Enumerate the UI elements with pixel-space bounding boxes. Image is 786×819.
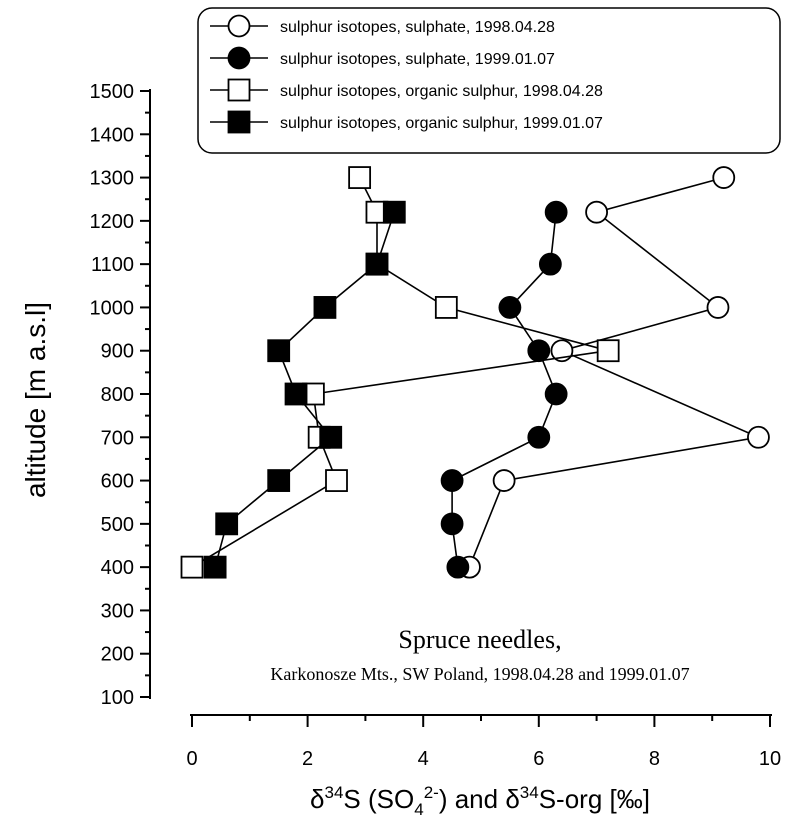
data-point: [180, 555, 204, 579]
legend-item: sulphur isotopes, organic sulphur, 1999.…: [210, 110, 603, 134]
data-point: [747, 425, 770, 449]
data-point: [440, 512, 464, 536]
y-tick-label: 800: [101, 384, 134, 406]
x-title-sub-1: 4: [414, 800, 423, 819]
x-tick-label: 2: [302, 748, 313, 770]
y-tick-label: 1200: [90, 211, 135, 233]
data-point: [544, 382, 568, 406]
data-point: [527, 425, 551, 449]
data-point: [203, 555, 227, 579]
data-point: [527, 339, 551, 363]
x-tick-label: 10: [759, 748, 781, 770]
legend-marker: [227, 14, 251, 38]
data-point: [585, 200, 608, 224]
y-tick-label: 700: [101, 427, 134, 449]
legend-item: sulphur isotopes, organic sulphur, 1998.…: [210, 78, 603, 102]
legend-label: sulphur isotopes, sulphate, 1999.01.07: [280, 51, 555, 68]
legend-item: sulphur isotopes, sulphate, 1999.01.07: [210, 46, 555, 70]
legend-label: sulphur isotopes, organic sulphur, 1998.…: [280, 83, 603, 100]
y-tick-label: 100: [101, 687, 134, 709]
data-point: [706, 296, 730, 319]
y-tick-label: 1000: [90, 297, 135, 319]
x-tick-label: 4: [418, 748, 429, 770]
y-tick-label: 300: [101, 600, 134, 622]
data-point: [284, 382, 308, 406]
series-layer: [180, 166, 770, 579]
x-tick-label: 0: [186, 748, 197, 770]
data-point: [498, 296, 522, 319]
y-tick-label: 1500: [90, 81, 135, 103]
x-title-sup-1: 34: [325, 783, 344, 802]
y-tick-label: 1400: [90, 124, 135, 146]
y-tick-label: 600: [101, 471, 134, 493]
data-point: [365, 252, 389, 276]
x-axis-title: δ34S (SO42-) and δ34S-org [‰]: [310, 783, 650, 819]
series-3: [180, 166, 620, 579]
data-point: [382, 200, 406, 224]
y-tick-label: 400: [101, 557, 134, 579]
y-tick-label: 500: [101, 514, 134, 536]
axes: 1002003004005006007008009001000110012001…: [90, 81, 782, 770]
data-point: [319, 425, 343, 449]
x-title-text-1: S (SO: [343, 784, 414, 814]
data-point: [446, 555, 470, 579]
y-tick-label: 1100: [91, 254, 134, 276]
x-title-sup-2: 2-: [424, 783, 439, 802]
annotation: Spruce needles, Karkonosze Mts., SW Pola…: [270, 625, 689, 684]
legend-marker: [227, 46, 251, 70]
x-tick-label: 6: [533, 748, 544, 770]
x-title-text-3: S-org [‰]: [539, 784, 650, 814]
legend-marker: [227, 78, 251, 102]
annotation-subtitle: Karkonosze Mts., SW Poland, 1998.04.28 a…: [270, 664, 689, 684]
series-line: [191, 177, 609, 568]
x-tick-label: 8: [649, 748, 660, 770]
x-title-delta-1: δ: [310, 784, 324, 814]
legend-frame: [197, 7, 781, 154]
data-point: [492, 469, 516, 492]
y-tick-label: 1300: [90, 168, 135, 190]
y-tick-label: 900: [101, 341, 134, 363]
data-point: [313, 296, 337, 319]
data-point: [215, 512, 239, 536]
data-point: [596, 339, 620, 363]
x-title-delta-2: δ: [505, 784, 519, 814]
data-point: [348, 166, 372, 189]
legend: sulphur isotopes, sulphate, 1998.04.28 su…: [197, 7, 781, 154]
series-2: [440, 200, 568, 579]
x-title-sup-3: 34: [520, 783, 539, 802]
data-point: [267, 469, 291, 492]
data-point: [712, 166, 736, 189]
x-title-text-2: ) and: [439, 784, 506, 814]
data-point: [325, 469, 348, 492]
y-axis-title: altitude [m a.s.l]: [20, 302, 51, 498]
data-point: [440, 469, 464, 492]
data-point: [267, 339, 291, 363]
data-point: [434, 296, 458, 319]
series-1: [458, 166, 770, 579]
annotation-title: Spruce needles,: [398, 625, 561, 654]
legend-item: sulphur isotopes, sulphate, 1998.04.28: [210, 14, 555, 38]
series-4: [203, 200, 406, 579]
data-point: [538, 252, 562, 276]
legend-label: sulphur isotopes, organic sulphur, 1999.…: [280, 115, 603, 132]
legend-label: sulphur isotopes, sulphate, 1998.04.28: [280, 19, 555, 36]
y-tick-label: 200: [101, 644, 134, 666]
legend-marker: [227, 110, 251, 134]
series-line: [468, 176, 762, 568]
data-point: [544, 200, 568, 224]
